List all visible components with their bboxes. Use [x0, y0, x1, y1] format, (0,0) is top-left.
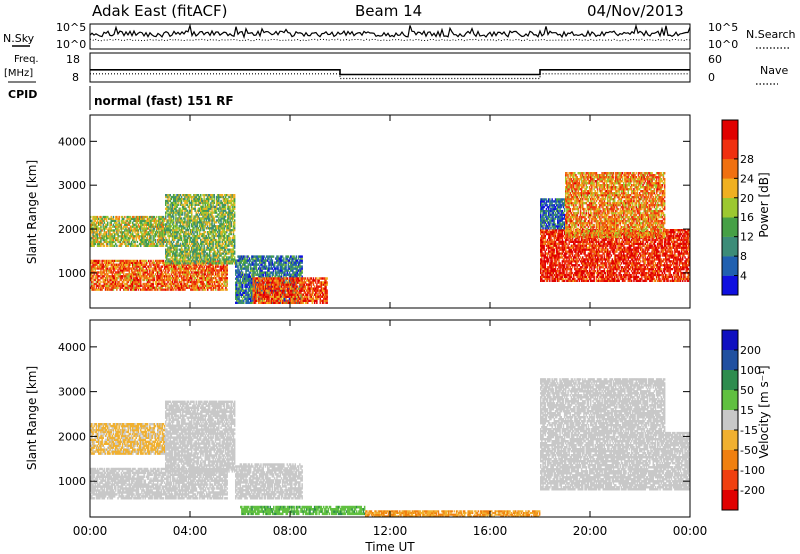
data-cell — [179, 279, 181, 281]
freq-label: Freq. — [14, 54, 39, 65]
nsky-trace — [90, 25, 690, 37]
data-cell — [100, 281, 102, 283]
nave-top-tick: 60 — [708, 53, 722, 66]
cpid-text: normal (fast) 151 RF — [94, 94, 234, 108]
nave-bottom-tick: 0 — [708, 71, 715, 84]
noise-top-tick-right: 10^5 — [708, 21, 738, 34]
data-cell — [216, 279, 218, 281]
data-cell — [99, 260, 101, 262]
nsearch-trace — [90, 39, 690, 40]
data-cell — [226, 281, 228, 283]
data-cell — [226, 289, 228, 291]
mhz-label: [MHz] — [4, 68, 33, 79]
data-cell — [140, 271, 142, 273]
radar-summary-figure: Adak East (fitACF) Beam 14 04/Nov/2013 N… — [0, 0, 800, 554]
data-cell — [205, 271, 207, 273]
data-cell — [140, 281, 142, 283]
data-cell — [128, 281, 130, 283]
data-cell — [218, 271, 220, 273]
power-data-cells — [90, 172, 690, 304]
nave-label: Nave — [760, 64, 788, 77]
beam-label: Beam 14 — [355, 2, 422, 20]
data-cell — [213, 271, 215, 273]
frequency-panel — [90, 53, 690, 82]
data-cell — [223, 289, 225, 291]
data-cell — [153, 281, 155, 283]
noise-bottom-tick-left: 10^0 — [56, 38, 86, 51]
noise-panel — [90, 24, 690, 49]
data-cell — [181, 281, 183, 283]
data-cell — [153, 271, 155, 273]
freq-top-tick: 18 — [66, 53, 80, 66]
data-cell — [123, 271, 125, 273]
data-cell — [226, 277, 228, 279]
date-label: 04/Nov/2013 — [587, 2, 684, 20]
blob-1 — [90, 216, 165, 247]
noise-bottom-tick-right: 10^0 — [708, 38, 738, 51]
cpid-label: CPID — [8, 88, 37, 101]
nsky-label: N.Sky — [3, 32, 35, 45]
noise-top-tick-left: 10^5 — [56, 21, 86, 34]
data-cell — [226, 271, 228, 273]
nsearch-label: N.Search — [746, 28, 796, 41]
freq-bottom-tick: 8 — [72, 71, 79, 84]
station-title: Adak East (fitACF) — [92, 2, 227, 20]
